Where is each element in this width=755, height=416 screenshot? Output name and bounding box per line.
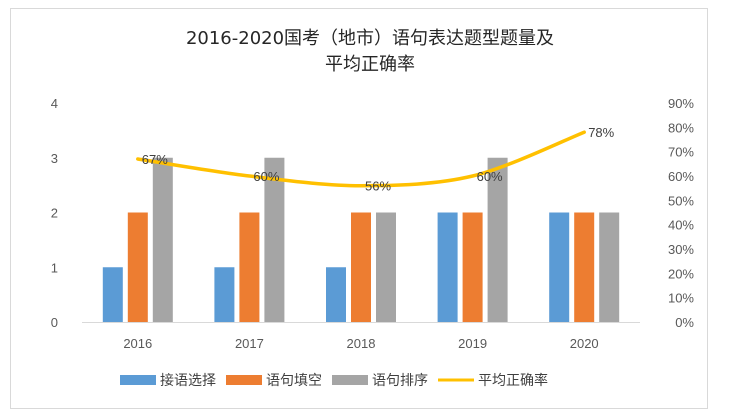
x-tick-label: 2020 <box>570 336 599 351</box>
bar <box>102 267 123 322</box>
data-label: 60% <box>477 169 503 184</box>
data-label: 67% <box>142 152 168 167</box>
legend-label: 语句填空 <box>266 373 322 389</box>
legend-label: 平均正确率 <box>478 372 548 389</box>
bar <box>462 212 483 322</box>
chart-title-line: 平均正确率 <box>325 54 415 75</box>
legend-swatch <box>120 375 156 385</box>
bar <box>574 212 595 322</box>
bar <box>487 157 508 322</box>
bar <box>239 212 260 322</box>
chart-title-line: 2016-2020国考（地市）语句表达题型题量及 <box>186 28 554 49</box>
y-right-tick-label: 60% <box>668 169 694 184</box>
y-left-tick-label: 3 <box>51 151 58 166</box>
legend-label: 接语选择 <box>160 372 216 389</box>
bar <box>152 157 173 322</box>
x-tick-label: 2017 <box>235 336 264 351</box>
bar <box>437 212 458 322</box>
y-left-tick-label: 2 <box>51 206 58 221</box>
y-right-tick-label: 20% <box>668 266 694 281</box>
x-tick-label: 2016 <box>123 336 152 351</box>
y-right-tick-label: 30% <box>668 242 694 257</box>
data-label: 78% <box>588 125 614 140</box>
x-tick-label: 2018 <box>347 336 376 351</box>
legend-label: 语句排序 <box>372 373 428 389</box>
y-right-tick-label: 80% <box>668 120 694 135</box>
y-right-tick-label: 40% <box>668 218 694 233</box>
y-left-tick-label: 0 <box>51 315 58 330</box>
data-label: 60% <box>253 169 279 184</box>
line-series-path <box>136 130 586 188</box>
y-right-tick-label: 0% <box>675 315 694 330</box>
bar <box>264 157 285 322</box>
x-tick-label: 2019 <box>458 336 487 351</box>
y-right-tick-label: 90% <box>668 96 694 111</box>
bar <box>376 212 396 322</box>
y-right-tick-label: 50% <box>668 193 694 208</box>
bar <box>127 212 148 322</box>
legend-swatch <box>332 375 368 385</box>
bar <box>351 212 371 322</box>
legend-swatch <box>226 375 262 385</box>
bar <box>599 212 620 322</box>
y-left-tick-label: 1 <box>51 260 58 275</box>
bar <box>214 267 235 322</box>
y-left-tick-label: 4 <box>51 96 58 111</box>
bar <box>549 212 570 322</box>
bar <box>326 267 346 322</box>
chart-border <box>10 8 708 409</box>
y-right-tick-label: 10% <box>668 291 694 306</box>
data-label: 56% <box>365 179 391 194</box>
y-right-tick-label: 70% <box>668 145 694 160</box>
